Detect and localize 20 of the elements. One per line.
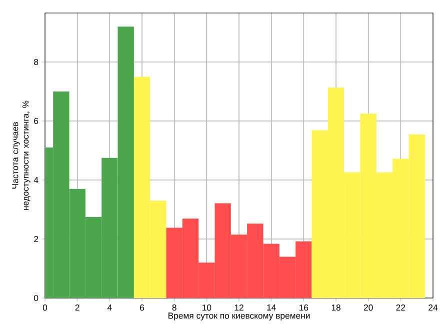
x-tick-label: 10 (202, 304, 212, 311)
y-tick-label: 4 (34, 177, 38, 183)
x-tick-label: 24 (428, 304, 438, 311)
y-tick-label: 2 (34, 236, 38, 242)
x-tick-label: 14 (267, 304, 276, 310)
y-tick-label: 8 (34, 58, 38, 66)
x-axis-title: Время суток по киевскому времени (168, 312, 310, 320)
x-tick-label: 18 (332, 304, 340, 311)
x-tick-label: 4 (107, 304, 112, 310)
x-tick-label: 20 (364, 304, 373, 311)
x-tick-label: 12 (234, 304, 244, 311)
x-tick-label: 6 (140, 304, 144, 311)
x-tick-label: 2 (75, 304, 80, 311)
y-tick-label: 6 (34, 118, 38, 124)
y-axis-title: Частота случаев недоступности хостинга, % (12, 100, 30, 210)
x-tick-label: 0 (42, 304, 48, 311)
y-tick-label: 0 (34, 294, 38, 302)
x-tick-label: 22 (396, 304, 406, 311)
x-tick-label: 16 (300, 304, 308, 311)
x-tick-label: 8 (172, 304, 176, 311)
